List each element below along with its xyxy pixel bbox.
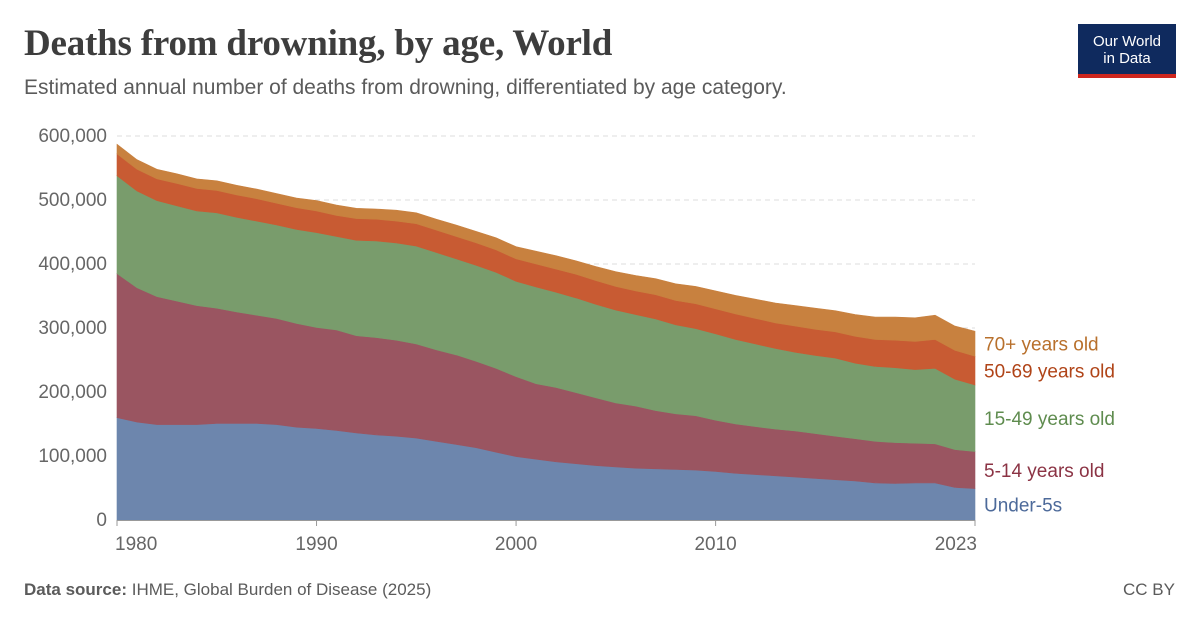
series-labels: Under-5s 5-14 years old 15-49 years old 50-…	[984, 335, 1115, 517]
y-axis-ticks: 0 100,000 200,000 300,000 400,000 500,000 600,…	[38, 126, 107, 531]
series-label[interactable]: 5-14 years old	[984, 461, 1104, 482]
data-source: Data source: IHME, Global Burden of Dise…	[24, 580, 431, 600]
source-text: IHME, Global Burden of Disease (2025)	[131, 580, 432, 599]
chart-subtitle: Estimated annual number of deaths from d…	[24, 76, 787, 99]
logo-line-1: Our World	[1092, 33, 1162, 50]
source-label: Data source:	[24, 580, 127, 599]
owid-logo[interactable]: Our World in Data	[1078, 24, 1176, 78]
y-tick-label: 400,000	[38, 254, 107, 275]
y-tick-label: 300,000	[38, 318, 107, 339]
x-tick-label: 2010	[694, 534, 736, 555]
logo-line-2: in Data	[1103, 50, 1151, 67]
x-tick-label: 1980	[115, 534, 157, 555]
x-tick-label: 2023	[935, 534, 977, 555]
series-label[interactable]: 70+ years old	[984, 335, 1099, 356]
stacked-areas	[116, 143, 976, 521]
area-70-years-old[interactable]	[116, 143, 976, 357]
x-tick-label: 1990	[295, 534, 337, 555]
y-tick-label: 100,000	[38, 446, 107, 467]
series-label[interactable]: 50-69 years old	[984, 362, 1115, 383]
y-tick-label: 0	[96, 510, 107, 531]
series-label[interactable]: 15-49 years old	[984, 409, 1115, 430]
series-label[interactable]: Under-5s	[984, 495, 1062, 516]
chart-title: Deaths from drowning, by age, World	[24, 23, 613, 64]
x-tick-label: 2000	[495, 534, 537, 555]
license-link[interactable]: CC BY	[1123, 580, 1175, 599]
y-tick-label: 500,000	[38, 190, 107, 211]
y-tick-label: 200,000	[38, 382, 107, 403]
y-tick-label: 600,000	[38, 126, 107, 147]
x-axis: 1980 1990 2000 2010 2023	[115, 520, 977, 555]
